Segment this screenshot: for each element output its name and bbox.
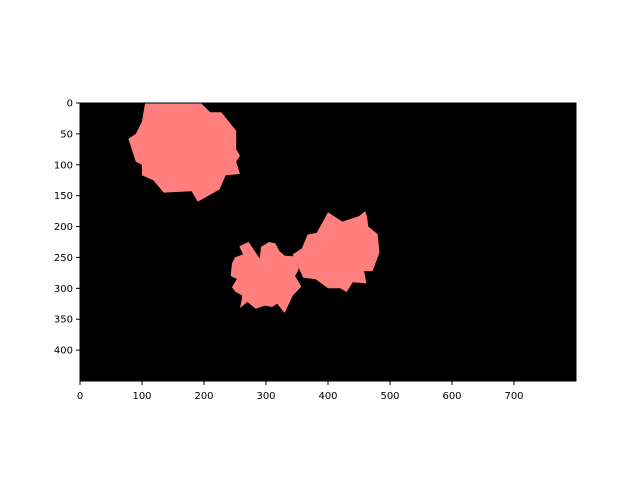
x-tick-label: 700: [504, 391, 523, 402]
x-tick-label: 100: [132, 391, 151, 402]
y-axis: 0 50 100 150 200 250 300 350 400: [54, 99, 80, 357]
x-tick-label: 300: [256, 391, 275, 402]
y-tick-label: 0: [67, 99, 73, 110]
blob-right: [292, 211, 380, 292]
y-tick-label: 100: [54, 160, 73, 171]
x-tick-label: 500: [380, 391, 399, 402]
y-tick-label: 50: [60, 129, 73, 140]
y-tick-label: 300: [54, 284, 73, 295]
x-tick-label: 600: [442, 391, 461, 402]
x-tick-label: 400: [318, 391, 337, 402]
blob-bottom-middle: [230, 242, 302, 313]
shapes-layer: [128, 103, 380, 313]
x-tick-label: 0: [77, 391, 83, 402]
x-tick-label: 200: [194, 391, 213, 402]
y-tick-label: 400: [54, 346, 73, 357]
y-tick-label: 250: [54, 253, 73, 264]
blob-top-left: [128, 103, 240, 202]
y-tick-label: 150: [54, 191, 73, 202]
y-tick-label: 200: [54, 222, 73, 233]
x-axis: 0 100 200 300 400 500 600 700: [77, 381, 524, 402]
y-tick-label: 350: [54, 315, 73, 326]
